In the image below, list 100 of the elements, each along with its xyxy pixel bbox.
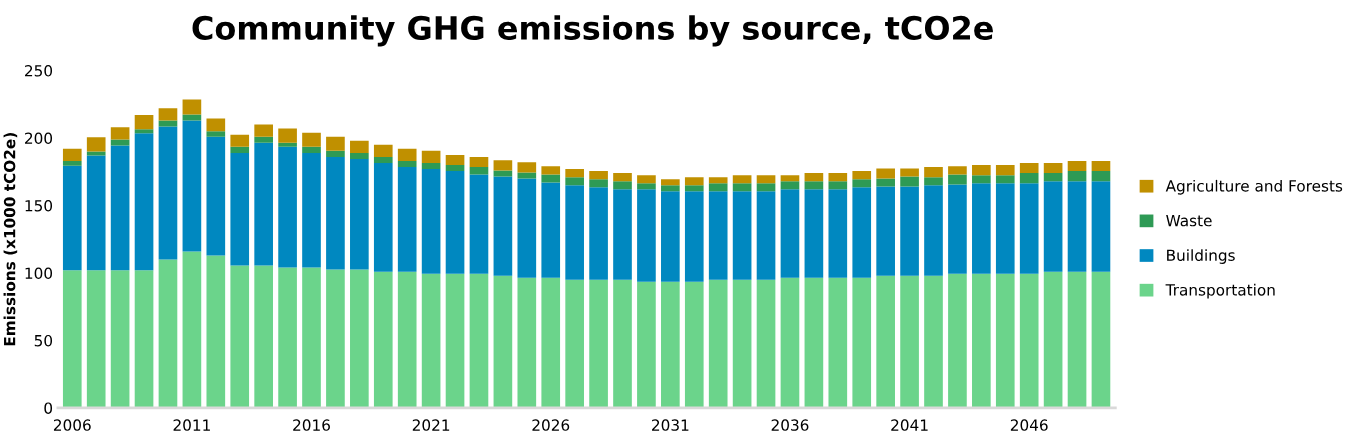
- bar: [661, 185, 680, 192]
- bar: [350, 158, 369, 270]
- bar: [852, 187, 872, 278]
- bar: [804, 173, 824, 182]
- bar: [589, 179, 608, 188]
- bar: [924, 177, 943, 186]
- bar: [469, 156, 489, 168]
- bar: [708, 177, 728, 184]
- bar: [254, 142, 273, 266]
- bar: [62, 148, 82, 161]
- bar: [637, 175, 656, 184]
- bar: [541, 182, 561, 278]
- bar: [828, 189, 848, 278]
- bar: [373, 144, 393, 157]
- bar: [469, 273, 489, 408]
- bar: [254, 265, 273, 408]
- bar: [230, 152, 250, 266]
- y-tick-label: 50: [34, 334, 53, 347]
- bar: [804, 181, 824, 190]
- bar: [1043, 163, 1063, 174]
- bar: [326, 150, 345, 157]
- bar: [876, 186, 895, 276]
- bar: [661, 179, 680, 186]
- bar: [613, 189, 632, 280]
- bar: [972, 273, 991, 408]
- bar: [1043, 181, 1063, 272]
- bar: [924, 275, 943, 408]
- bar: [134, 115, 154, 130]
- x-tick-label: 2041: [891, 419, 928, 431]
- bar: [1067, 181, 1087, 272]
- bar: [900, 168, 919, 177]
- bar: [1091, 160, 1111, 172]
- legend-label: Agriculture and Forests: [1165, 179, 1343, 195]
- bar: [828, 173, 848, 182]
- bar: [469, 174, 489, 274]
- y-tick-label: 150: [25, 199, 53, 212]
- bar: [373, 271, 393, 408]
- bar: [780, 189, 800, 278]
- bar: [1019, 173, 1039, 184]
- bar: [780, 175, 800, 182]
- bar: [182, 114, 202, 121]
- bar: [134, 133, 154, 271]
- bar: [517, 178, 537, 278]
- bar: [397, 271, 417, 408]
- bar: [852, 171, 872, 180]
- bar: [900, 186, 919, 276]
- x-tick-label: 2031: [652, 419, 689, 431]
- bar: [1067, 171, 1087, 182]
- bar: [684, 281, 704, 408]
- x-tick-label: 2021: [412, 419, 450, 431]
- bar: [134, 129, 154, 134]
- bar: [350, 140, 369, 153]
- bar: [421, 169, 441, 274]
- bar: [613, 279, 632, 408]
- x-tick-label: 2036: [771, 419, 809, 431]
- bar: [397, 167, 417, 272]
- bar: [62, 270, 82, 408]
- bar: [541, 174, 561, 183]
- bar: [110, 139, 130, 146]
- bar: [756, 279, 776, 408]
- bar: [589, 187, 608, 280]
- bar: [995, 273, 1015, 408]
- bar: [732, 191, 752, 280]
- bar: [302, 152, 321, 268]
- bar: [302, 146, 321, 153]
- bar: [876, 178, 895, 187]
- bar: [876, 168, 895, 179]
- bar: [62, 165, 82, 271]
- bar: [110, 127, 130, 140]
- bar: [541, 277, 561, 408]
- bar: [1091, 171, 1111, 182]
- bar: [972, 165, 991, 176]
- bar: [1067, 271, 1087, 408]
- bar: [206, 118, 226, 132]
- bar: [206, 131, 226, 137]
- bar: [421, 163, 441, 170]
- bar: [326, 269, 345, 408]
- bar: [756, 175, 776, 184]
- bar: [278, 146, 297, 268]
- bar: [62, 160, 82, 166]
- bar: [637, 189, 656, 282]
- bar: [445, 273, 465, 408]
- x-tick-label: 2006: [53, 419, 91, 431]
- bar: [900, 275, 919, 408]
- bar: [1067, 160, 1087, 172]
- y-tick-label: 250: [25, 65, 53, 77]
- bar: [278, 128, 297, 143]
- bar: [828, 181, 848, 190]
- bar: [493, 160, 513, 171]
- bar: [302, 267, 321, 408]
- bar: [924, 167, 943, 178]
- legend-label: Buildings: [1167, 249, 1235, 264]
- bar: [158, 126, 178, 260]
- bar: [469, 167, 489, 175]
- bar: [637, 281, 656, 408]
- x-tick-label: 2011: [173, 419, 210, 431]
- bar: [972, 183, 991, 274]
- bar: [780, 277, 800, 408]
- bar: [397, 148, 417, 161]
- bar: [732, 279, 752, 408]
